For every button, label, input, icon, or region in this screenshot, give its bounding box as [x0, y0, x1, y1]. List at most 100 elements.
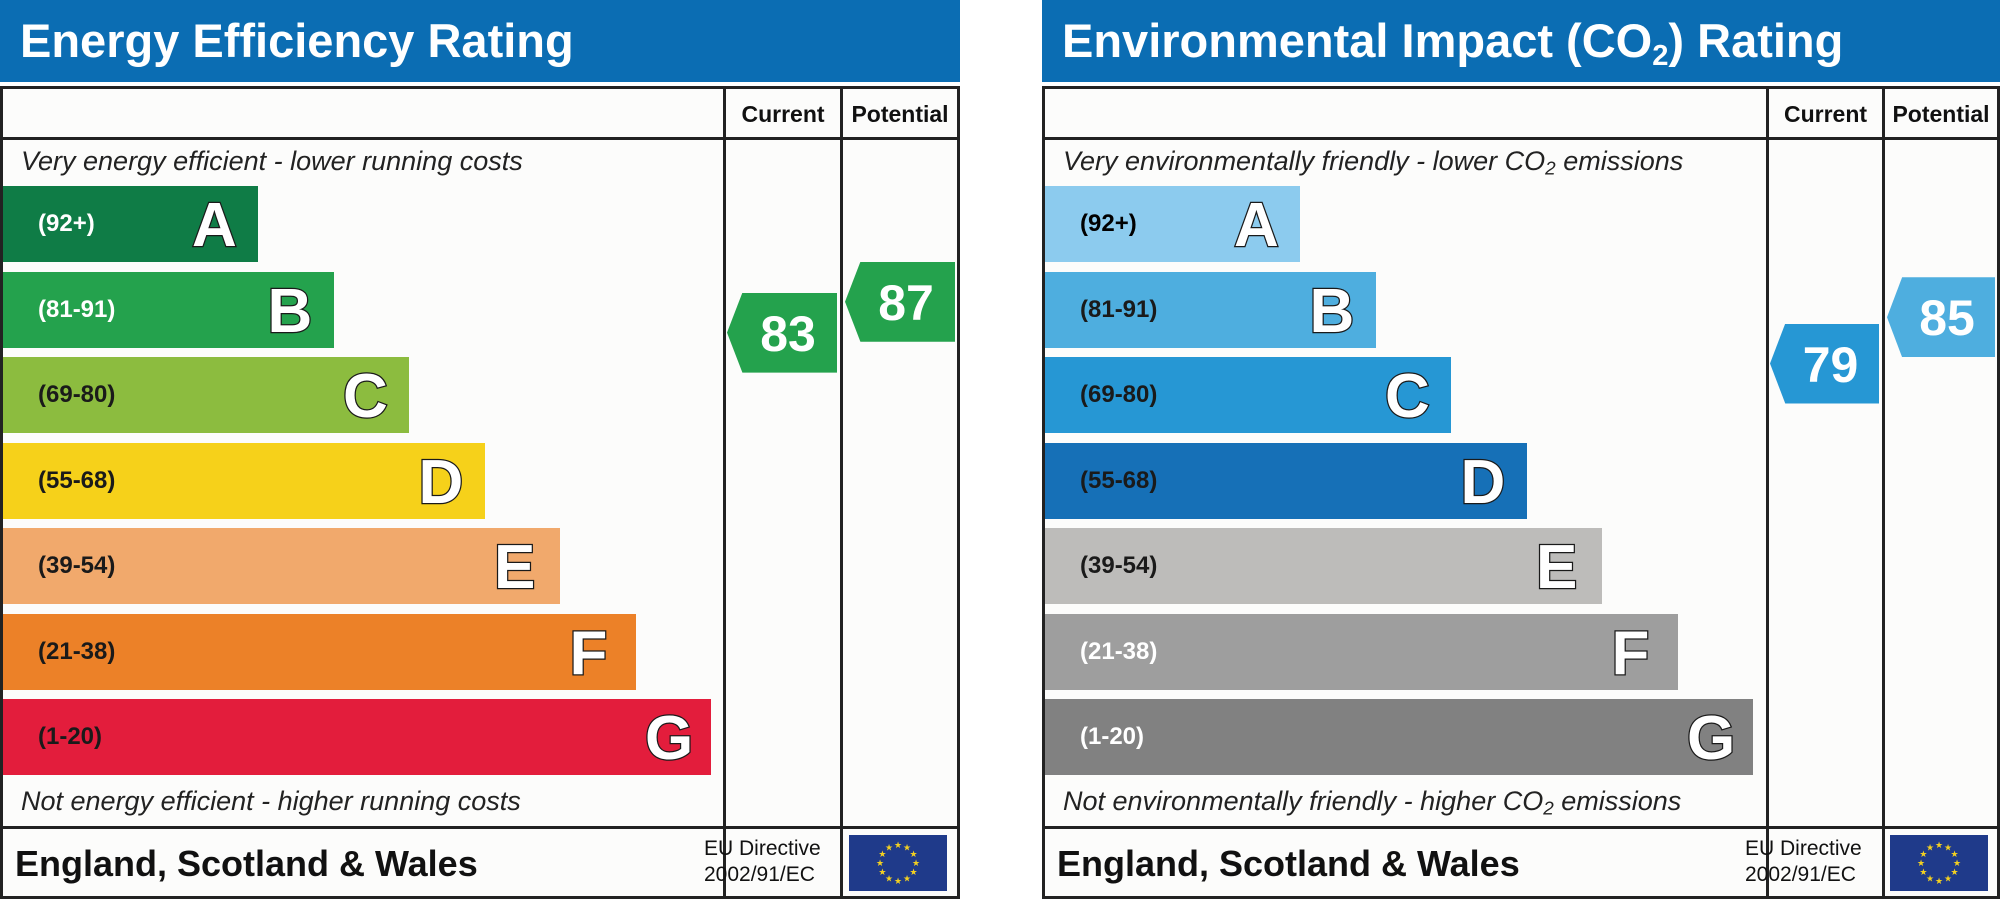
column-divider	[840, 89, 843, 896]
band-range-label: (81-91)	[38, 295, 116, 323]
potential-rating-arrow: 85	[1887, 277, 1995, 358]
top-caption: Very environmentally friendly - lower CO…	[1063, 146, 1684, 179]
band-bar-e: (39-54) E	[1045, 528, 1602, 604]
band-letter: B	[1308, 275, 1355, 347]
footer-divider	[3, 826, 957, 829]
top-caption-end: emissions	[1555, 146, 1684, 176]
band-range-label: (92+)	[1080, 210, 1137, 237]
bottom-caption-text: Not environmentally friendly - higher CO	[1063, 786, 1544, 816]
svg-text:★: ★	[910, 850, 918, 860]
svg-text:★: ★	[878, 850, 886, 860]
svg-text:★: ★	[894, 877, 902, 887]
svg-text:★: ★	[1953, 859, 1961, 869]
band-letter: G	[644, 703, 695, 775]
bottom-caption: Not environmentally friendly - higher CO…	[1063, 786, 1682, 819]
panel-title-subscript: 2	[1652, 40, 1669, 73]
band-letter: G	[1686, 703, 1737, 775]
band-letter: A	[191, 190, 238, 262]
band-range-label: (55-68)	[38, 466, 116, 494]
eu-directive-text: EU Directive	[704, 837, 821, 860]
band-bar-c: (69-80) C	[3, 357, 409, 433]
svg-text:★: ★	[1951, 850, 1959, 860]
band-bar-b: (81-91) B	[1045, 271, 1376, 348]
svg-text:★: ★	[894, 841, 902, 851]
panel-title: Environmental Impact (CO2) Rating	[1042, 0, 2000, 82]
band-letter: C	[342, 361, 389, 433]
band-range-label: (1-20)	[1080, 723, 1145, 750]
band-range-label: (55-68)	[1080, 466, 1158, 494]
potential-column-header: Potential	[1892, 101, 1990, 127]
bottom-caption-end: emissions	[1553, 786, 1682, 816]
current-rating-arrow: 79	[1770, 323, 1879, 404]
band-bar-f: (21-38) F	[3, 613, 636, 690]
footer-divider	[1045, 826, 1997, 829]
band-range-label: (21-38)	[38, 637, 116, 665]
svg-text:★: ★	[1935, 841, 1943, 851]
current-column-header: Current	[741, 101, 825, 127]
band-range-label: (69-80)	[1080, 381, 1158, 408]
environmental-impact-panel: Environmental Impact (CO2) Rating Curren…	[1042, 0, 2000, 899]
band-bar-g: (1-20) G	[1045, 699, 1753, 775]
panel-title-end: ) Rating	[1668, 14, 1844, 67]
svg-text:★: ★	[903, 875, 911, 885]
svg-text:★: ★	[876, 859, 884, 869]
svg-text:★: ★	[1926, 843, 1934, 853]
eu-directive-label: EU Directive 2002/91/EC	[1745, 836, 1862, 888]
header-divider	[3, 137, 957, 140]
svg-text:★: ★	[1944, 875, 1952, 885]
svg-text:★: ★	[885, 875, 893, 885]
band-bar-g: (1-20) G	[3, 699, 711, 775]
chart-frame: Current Potential Very environmentally f…	[1042, 86, 2000, 899]
svg-text:★: ★	[910, 868, 918, 878]
band-letter: D	[417, 446, 464, 518]
band-range-label: (39-54)	[1080, 552, 1158, 579]
eu-flag-icon: ★ ★★★★★★★★★★★	[1890, 835, 1988, 891]
band-letter: B	[266, 275, 313, 347]
band-range-label: (81-91)	[1080, 295, 1158, 323]
band-bar-d: (55-68) D	[3, 442, 485, 519]
band-bar-e: (39-54) E	[3, 528, 560, 604]
footer-country: England, Scotland & Wales	[15, 843, 478, 884]
band-letter: C	[1384, 361, 1431, 433]
band-bar-b: (81-91) B	[3, 271, 334, 348]
panel-title-text: Environmental Impact (CO	[1062, 14, 1653, 67]
svg-text:★: ★	[1919, 850, 1927, 860]
header-divider	[1045, 137, 1997, 140]
band-letter: E	[1535, 532, 1579, 604]
band-range-label: (21-38)	[1080, 637, 1158, 665]
column-divider	[723, 89, 726, 896]
svg-text:★: ★	[1926, 875, 1934, 885]
svg-text:★: ★	[885, 843, 893, 853]
svg-text:★: ★	[1944, 843, 1952, 853]
band-bar-a: (92+) A	[3, 186, 258, 262]
current-rating-arrow: 83	[727, 292, 837, 373]
band-bar-d: (55-68) D	[1045, 442, 1527, 519]
band-range-label: (1-20)	[38, 723, 103, 750]
eu-directive-number: 2002/91/EC	[1745, 863, 1856, 886]
current-column-header: Current	[1783, 101, 1868, 127]
band-bar-a: (92+) A	[1045, 186, 1300, 262]
potential-column-header: Potential	[851, 101, 949, 127]
svg-text:★: ★	[1935, 877, 1943, 887]
band-range-label: (69-80)	[38, 381, 116, 408]
energy-efficiency-panel: Energy Efficiency Rating Current Potenti…	[0, 0, 960, 899]
band-bar-c: (69-80) C	[1045, 357, 1451, 433]
column-divider	[1882, 89, 1885, 896]
band-range-label: (39-54)	[38, 552, 116, 579]
top-caption: Very energy efficient - lower running co…	[21, 146, 523, 176]
band-letter: F	[568, 617, 608, 689]
eu-flag-icon: ★ ★★★★★★★★★★★	[849, 835, 947, 891]
svg-text:★: ★	[1917, 859, 1925, 869]
band-letter: E	[493, 532, 537, 604]
column-divider	[1766, 89, 1769, 896]
chart-frame: Current Potential Very energy efficient …	[0, 86, 960, 899]
svg-text:★: ★	[1919, 868, 1927, 878]
eu-directive-text: EU Directive	[1745, 837, 1862, 860]
top-caption-text: Very environmentally friendly - lower CO	[1063, 146, 1546, 176]
potential-rating-arrow: 87	[845, 261, 955, 342]
footer-country: England, Scotland & Wales	[1057, 843, 1520, 884]
eu-directive-label: EU Directive 2002/91/EC	[704, 836, 821, 888]
eu-directive-number: 2002/91/EC	[704, 863, 815, 886]
svg-text:★: ★	[878, 868, 886, 878]
band-bar-f: (21-38) F	[1045, 613, 1678, 690]
